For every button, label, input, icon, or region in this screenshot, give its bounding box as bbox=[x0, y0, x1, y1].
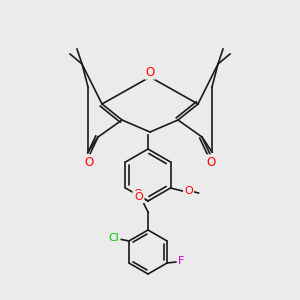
Text: Cl: Cl bbox=[109, 233, 119, 243]
Text: O: O bbox=[184, 186, 193, 196]
Text: O: O bbox=[134, 189, 142, 199]
Text: O: O bbox=[84, 155, 94, 169]
Text: O: O bbox=[146, 65, 154, 79]
Text: O: O bbox=[135, 192, 143, 202]
Text: F: F bbox=[178, 256, 184, 266]
Text: O: O bbox=[206, 155, 216, 169]
